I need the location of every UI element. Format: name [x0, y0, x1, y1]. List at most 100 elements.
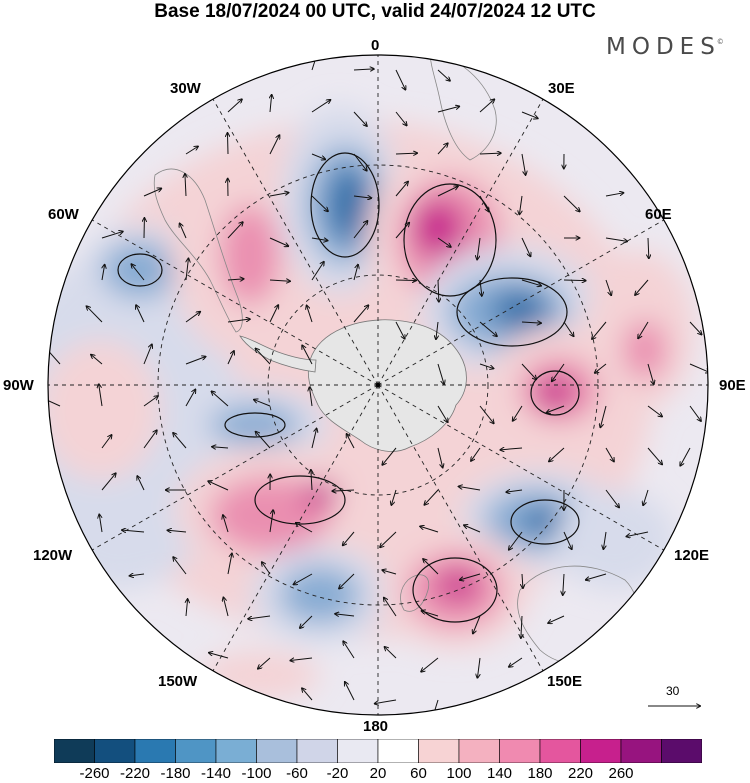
wind-vector: [353, 69, 374, 70]
colorbar-tick-label: -220: [119, 765, 151, 782]
wind-vector: [436, 321, 438, 339]
wind-vector: [689, 321, 701, 334]
wind-vector: [437, 363, 444, 384]
wind-vector: [521, 615, 522, 638]
colorbar-bin: [580, 739, 622, 763]
wind-vector: [227, 99, 242, 113]
wind-vector: [143, 396, 158, 407]
africa-shape: [429, 55, 497, 161]
wind-vector: [395, 223, 409, 239]
wind-vector: [563, 573, 564, 595]
wind-vector: [563, 531, 572, 549]
colorbar-bin: [458, 739, 500, 763]
anomaly-contour: [224, 412, 286, 438]
wind-vector: [143, 344, 152, 365]
colorbar-tick-label: 220: [567, 765, 594, 782]
wind-vector: [522, 573, 523, 588]
wind-vector: [595, 363, 607, 373]
wind-vector: [647, 405, 662, 416]
wind-vector: [345, 682, 355, 701]
wind-vector: [459, 486, 481, 491]
wind-vector: [294, 573, 313, 584]
brand-logo: MODES©: [606, 34, 728, 60]
colorbar-tick-label: 60: [410, 765, 427, 782]
wind-vector: [311, 153, 325, 159]
wind-vector: [302, 346, 313, 365]
wind-vector: [563, 195, 580, 211]
wind-vector: [353, 111, 367, 126]
anomaly-contour: [117, 253, 163, 287]
wind-vector: [548, 615, 565, 623]
wind-vector: [437, 69, 450, 81]
wind-vector: [185, 146, 198, 155]
weak-positive-anomaly: [48, 340, 160, 480]
wind-vector: [479, 195, 489, 211]
south-america-shape: [153, 168, 243, 333]
wind-vector: [353, 265, 358, 281]
wind-vector: [563, 280, 586, 281]
negative-anomaly: [280, 567, 360, 623]
colorbar-bin: [215, 739, 257, 763]
weak-positive-anomaly: [200, 650, 320, 700]
anomaly-contour: [510, 499, 580, 545]
colorbar-tick-label: 260: [608, 765, 634, 782]
wind-vector: [269, 193, 288, 197]
lon-label-60w: 60W: [48, 206, 79, 223]
wind-vector: [395, 153, 417, 154]
wind-vector: [477, 657, 481, 678]
wind-vector: [185, 312, 200, 323]
wind-vector: [343, 531, 355, 545]
wind-vector: [137, 476, 145, 491]
lon-label-150e: 150E: [547, 673, 583, 690]
anomaly-contour: [456, 277, 568, 347]
wind-vector: [307, 306, 313, 323]
wind-vector: [603, 531, 606, 549]
wind-vector: [513, 405, 523, 421]
brand-name: MODES: [606, 34, 721, 60]
wind-vector: [91, 355, 103, 365]
wind-vector: [605, 489, 619, 507]
brand-mark: ©: [716, 38, 724, 46]
wind-vector: [269, 510, 273, 533]
wind-vector: [477, 237, 481, 259]
lon-label-60e: 60E: [645, 206, 672, 223]
wind-vector: [227, 279, 244, 280]
colorbar-bin: [296, 739, 338, 763]
wind-vector: [212, 391, 229, 407]
wind-vector: [136, 305, 145, 323]
wind-vector: [269, 305, 278, 323]
wind-vector: [605, 193, 623, 197]
wind-vector: [296, 523, 313, 533]
wind-vector: [173, 557, 187, 575]
wind-vector: [592, 321, 607, 339]
wind-vector: [99, 515, 103, 533]
wind-vector: [521, 237, 530, 256]
wind-vector: [384, 598, 397, 617]
wind-vector: [209, 653, 229, 659]
wind-vector: [168, 530, 187, 532]
anomaly-contour: [403, 183, 497, 297]
weak-negative-anomaly: [555, 490, 675, 590]
lon-label-120w: 120W: [33, 547, 73, 564]
colorbar-tick-label: -60: [286, 765, 308, 782]
wind-vector: [227, 319, 250, 323]
wind-vector: [635, 279, 649, 295]
wind-vector: [648, 237, 649, 258]
wind-vector: [509, 657, 523, 667]
wind-vector: [437, 405, 448, 422]
colorbar-tick-label: 140: [486, 765, 513, 782]
wind-vector: [258, 657, 271, 669]
colorbar-tick-label: 100: [446, 765, 472, 782]
anomaly-contour: [310, 152, 380, 258]
wind-vector: [437, 186, 458, 197]
lon-label-180: 180: [363, 718, 389, 735]
wind-vector: [395, 69, 405, 90]
wind-vector: [223, 515, 229, 533]
wind-vector: [353, 153, 367, 171]
wind-vector: [270, 95, 272, 113]
wind-vector: [185, 390, 195, 407]
wind-vector: [471, 447, 481, 461]
wind-vector: [311, 238, 327, 241]
land-mask: [153, 55, 638, 664]
wind-vector: [521, 153, 526, 175]
